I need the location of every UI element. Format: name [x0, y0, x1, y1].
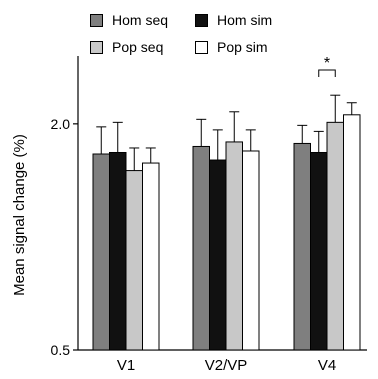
bar-pop-sim-v1: [142, 162, 160, 351]
chart-bars: [92, 114, 361, 351]
legend-item-hom-sim: Hom sim: [195, 12, 272, 28]
y-tick-label: 0.5: [51, 342, 71, 358]
bar-pop-seq-v1: [125, 170, 143, 351]
bar-hom-sim-v1: [109, 151, 127, 351]
legend-swatch: [195, 40, 208, 54]
bar-hom-sim-v4: [310, 151, 328, 351]
legend-item-hom-seq: Hom seq: [90, 12, 168, 28]
chart-error-bars: [96, 94, 357, 171]
x-tick-label: V1: [117, 357, 135, 374]
chart-annotations: *: [318, 55, 336, 77]
y-tick-label: 2.0: [51, 116, 71, 132]
legend-label: Hom sim: [217, 12, 273, 28]
bar-pop-sim-v4: [343, 114, 361, 351]
bar-hom-seq-v2vp: [192, 145, 210, 351]
legend-item-pop-seq: Pop seq: [90, 39, 163, 55]
chart-ticks: 0.5 2.0 V1 V2/VP V4: [51, 116, 337, 374]
bar-pop-sim-v2vp: [242, 150, 260, 351]
legend-label: Hom seq: [112, 12, 169, 28]
legend-swatch: [90, 13, 103, 27]
significance-star: *: [324, 55, 330, 72]
y-axis-label: Mean signal change (%): [11, 134, 28, 296]
bar-hom-sim-v2vp: [209, 159, 227, 351]
legend-item-pop-sim: Pop sim: [195, 39, 268, 55]
legend-swatch: [90, 40, 103, 54]
significance-bracket: [318, 69, 336, 77]
bar-pop-seq-v2vp: [225, 141, 243, 351]
bar-hom-seq-v1: [92, 153, 110, 351]
bar-hom-seq-v4: [293, 142, 311, 351]
x-tick-label: V2/VP: [205, 357, 248, 374]
legend-label: Pop sim: [217, 39, 268, 55]
bar-pop-seq-v4: [326, 121, 344, 351]
x-tick-label: V4: [318, 357, 336, 374]
legend-label: Pop seq: [112, 39, 164, 55]
legend-swatch: [195, 13, 208, 27]
